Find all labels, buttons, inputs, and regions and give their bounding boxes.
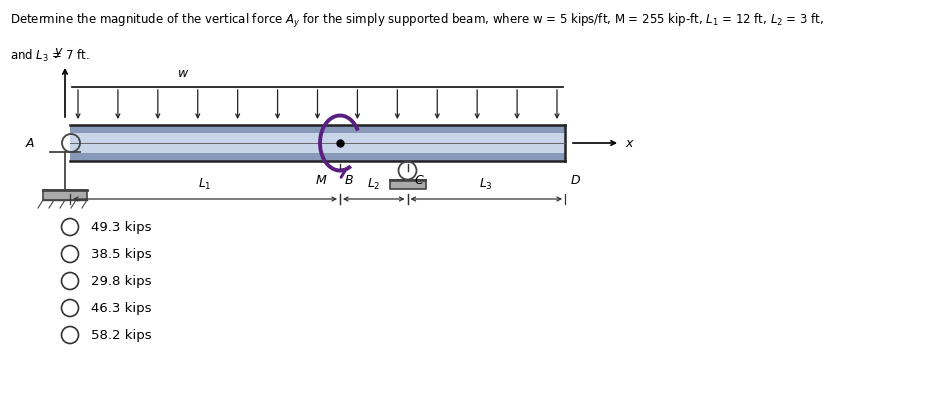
- Text: $x$: $x$: [625, 137, 634, 149]
- Text: 58.2 kips: 58.2 kips: [90, 329, 151, 342]
- Text: 38.5 kips: 38.5 kips: [90, 247, 151, 261]
- Text: 29.8 kips: 29.8 kips: [90, 274, 151, 288]
- Text: 46.3 kips: 46.3 kips: [90, 302, 151, 315]
- Text: $y$: $y$: [54, 46, 64, 60]
- Text: $L_3$: $L_3$: [479, 177, 492, 192]
- Text: $L_2$: $L_2$: [367, 177, 380, 192]
- Bar: [69, 125, 565, 133]
- Text: $M$: $M$: [314, 174, 327, 187]
- Bar: [69, 153, 565, 161]
- Text: $L_1$: $L_1$: [198, 177, 211, 192]
- Text: $D$: $D$: [569, 174, 581, 187]
- Bar: [389, 181, 425, 188]
- Text: Determine the magnitude of the vertical force $A_y$ for the simply supported bea: Determine the magnitude of the vertical …: [10, 12, 823, 30]
- Bar: [43, 190, 87, 200]
- Text: $A$: $A$: [25, 137, 35, 149]
- Text: 49.3 kips: 49.3 kips: [90, 220, 151, 234]
- Text: $B$: $B$: [344, 174, 353, 187]
- Bar: [69, 125, 565, 161]
- Text: $w$: $w$: [177, 67, 189, 80]
- Text: and $L_3$ = 7 ft.: and $L_3$ = 7 ft.: [10, 48, 89, 64]
- Text: $C$: $C$: [413, 174, 424, 187]
